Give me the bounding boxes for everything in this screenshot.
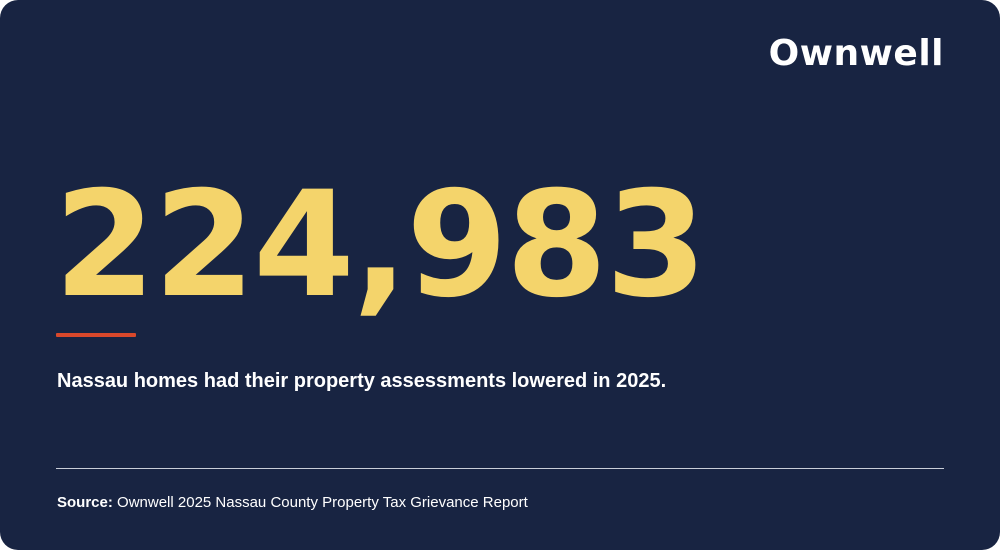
headline-number: 224,983 [54, 160, 707, 330]
ownwell-logo: Ownwell [768, 33, 944, 74]
source-line: Source: Ownwell 2025 Nassau County Prope… [57, 493, 528, 513]
accent-rule [56, 333, 136, 337]
source-label: Source: [57, 494, 113, 511]
footer-divider [56, 468, 944, 469]
source-text: Ownwell 2025 Nassau County Property Tax … [117, 494, 528, 511]
headline-caption: Nassau homes had their property assessme… [57, 370, 667, 392]
